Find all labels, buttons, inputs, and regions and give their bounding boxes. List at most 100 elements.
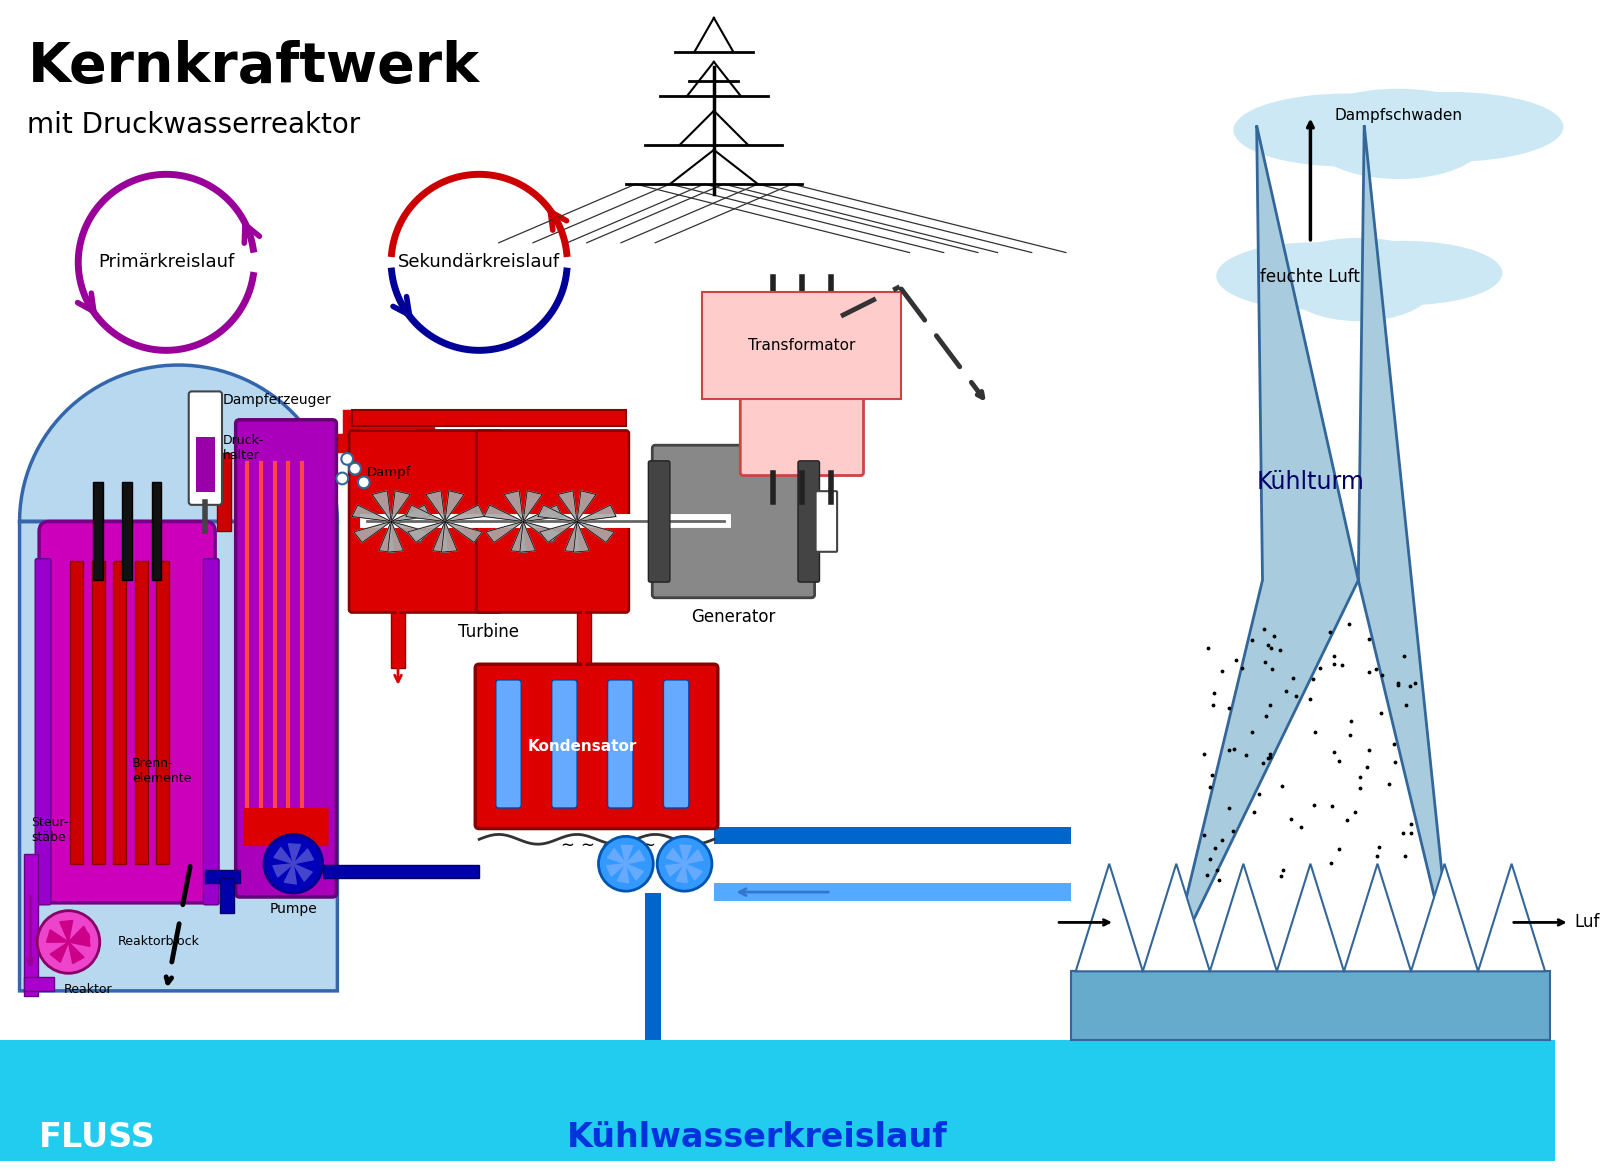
Circle shape — [336, 473, 349, 485]
Polygon shape — [390, 505, 430, 521]
Ellipse shape — [1336, 92, 1563, 162]
Text: $\sim\sim\sim\sim\sim$: $\sim\sim\sim\sim\sim$ — [557, 835, 656, 853]
Polygon shape — [390, 609, 405, 668]
Circle shape — [349, 463, 362, 474]
Polygon shape — [442, 521, 458, 552]
Polygon shape — [485, 505, 523, 521]
Polygon shape — [445, 521, 482, 542]
Text: Kühlwasserkreislauf: Kühlwasserkreislauf — [566, 1121, 947, 1154]
Ellipse shape — [1283, 247, 1435, 322]
Polygon shape — [352, 505, 390, 521]
Polygon shape — [114, 561, 126, 864]
Polygon shape — [285, 864, 296, 884]
Polygon shape — [445, 505, 485, 521]
Text: Brenn-
elemente: Brenn- elemente — [133, 757, 192, 785]
Polygon shape — [558, 491, 578, 521]
Polygon shape — [70, 561, 83, 864]
FancyBboxPatch shape — [349, 431, 502, 613]
Polygon shape — [621, 845, 632, 864]
Text: Reaktorblock: Reaktorblock — [117, 936, 200, 949]
FancyBboxPatch shape — [203, 559, 219, 905]
FancyBboxPatch shape — [664, 680, 690, 808]
Ellipse shape — [1310, 97, 1486, 178]
Circle shape — [658, 836, 712, 891]
Polygon shape — [1344, 864, 1411, 971]
FancyBboxPatch shape — [798, 461, 819, 582]
Text: Kernkraftwerk: Kernkraftwerk — [27, 40, 480, 94]
FancyBboxPatch shape — [477, 431, 629, 613]
Polygon shape — [523, 505, 562, 521]
Polygon shape — [714, 826, 1070, 844]
Polygon shape — [606, 864, 626, 876]
Polygon shape — [1070, 971, 1550, 1040]
Polygon shape — [1210, 864, 1277, 971]
Polygon shape — [1411, 864, 1478, 971]
FancyBboxPatch shape — [243, 808, 328, 846]
FancyBboxPatch shape — [741, 352, 864, 475]
FancyBboxPatch shape — [189, 391, 222, 505]
Ellipse shape — [1283, 238, 1435, 297]
Ellipse shape — [1216, 242, 1413, 310]
Text: FLUSS: FLUSS — [38, 1121, 155, 1154]
Text: Pumpe: Pumpe — [269, 902, 317, 916]
Polygon shape — [406, 505, 445, 521]
Polygon shape — [205, 870, 240, 883]
FancyBboxPatch shape — [653, 445, 814, 598]
Polygon shape — [221, 878, 234, 912]
Text: Dampf: Dampf — [366, 466, 411, 479]
Text: feuchte Luft: feuchte Luft — [1261, 268, 1360, 286]
Polygon shape — [373, 491, 390, 521]
Polygon shape — [157, 561, 170, 864]
Polygon shape — [59, 920, 72, 942]
Polygon shape — [578, 505, 616, 521]
Polygon shape — [379, 521, 395, 552]
Polygon shape — [626, 850, 645, 864]
Text: Turbine: Turbine — [459, 623, 520, 641]
Polygon shape — [46, 930, 69, 943]
Polygon shape — [520, 521, 536, 552]
Polygon shape — [274, 848, 293, 864]
Polygon shape — [152, 483, 162, 580]
Polygon shape — [323, 865, 478, 878]
Polygon shape — [608, 849, 626, 864]
FancyBboxPatch shape — [608, 680, 634, 808]
Polygon shape — [293, 849, 314, 864]
Polygon shape — [539, 521, 578, 542]
Polygon shape — [293, 864, 312, 882]
Polygon shape — [426, 491, 445, 521]
Polygon shape — [93, 483, 102, 580]
Text: Sekundärkreislauf: Sekundärkreislauf — [398, 254, 560, 271]
Polygon shape — [578, 491, 595, 521]
Ellipse shape — [1310, 89, 1486, 153]
Polygon shape — [134, 561, 147, 864]
Polygon shape — [573, 521, 589, 552]
Polygon shape — [69, 942, 85, 964]
FancyBboxPatch shape — [816, 491, 837, 552]
FancyBboxPatch shape — [475, 664, 718, 829]
Polygon shape — [677, 864, 688, 883]
FancyBboxPatch shape — [235, 420, 336, 897]
Polygon shape — [504, 491, 523, 521]
Polygon shape — [666, 864, 685, 876]
Circle shape — [264, 835, 323, 893]
Polygon shape — [91, 561, 104, 864]
FancyBboxPatch shape — [552, 680, 578, 808]
Polygon shape — [352, 410, 626, 426]
Text: Transformator: Transformator — [749, 338, 856, 353]
Circle shape — [358, 477, 370, 488]
Text: Kühlturm: Kühlturm — [1256, 471, 1365, 494]
Circle shape — [341, 453, 354, 465]
Text: Druck-
halter: Druck- halter — [222, 434, 264, 463]
FancyBboxPatch shape — [35, 559, 51, 905]
Polygon shape — [685, 850, 704, 864]
FancyBboxPatch shape — [496, 680, 522, 808]
Text: mit Druckwasserreaktor: mit Druckwasserreaktor — [27, 112, 360, 140]
FancyBboxPatch shape — [38, 521, 214, 903]
Polygon shape — [445, 491, 464, 521]
Polygon shape — [195, 438, 214, 492]
Polygon shape — [24, 977, 54, 991]
Text: Dampferzeuger: Dampferzeuger — [222, 393, 331, 407]
Polygon shape — [714, 883, 1070, 900]
Text: Generator: Generator — [691, 608, 776, 626]
Polygon shape — [354, 521, 390, 542]
